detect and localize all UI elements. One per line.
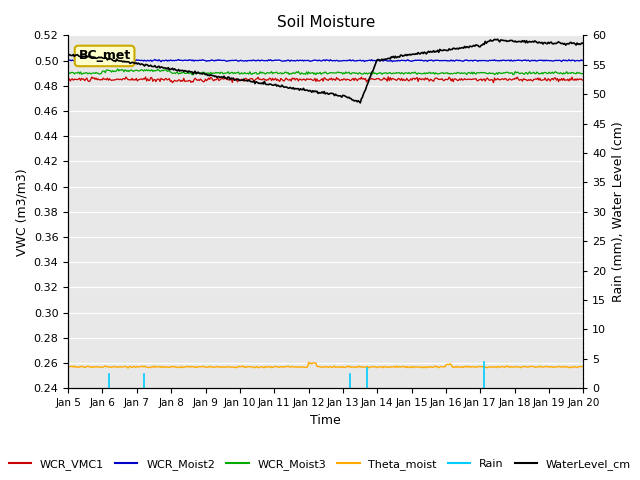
X-axis label: Time: Time xyxy=(310,414,341,427)
Y-axis label: Rain (mm), Water Level (cm): Rain (mm), Water Level (cm) xyxy=(612,121,625,302)
Legend: WCR_VMC1, WCR_Moist2, WCR_Moist3, Theta_moist, Rain, WaterLevel_cm: WCR_VMC1, WCR_Moist2, WCR_Moist3, Theta_… xyxy=(4,455,636,474)
Title: Soil Moisture: Soil Moisture xyxy=(276,15,375,30)
Y-axis label: VWC (m3/m3): VWC (m3/m3) xyxy=(15,168,28,256)
Text: BC_met: BC_met xyxy=(79,49,131,62)
